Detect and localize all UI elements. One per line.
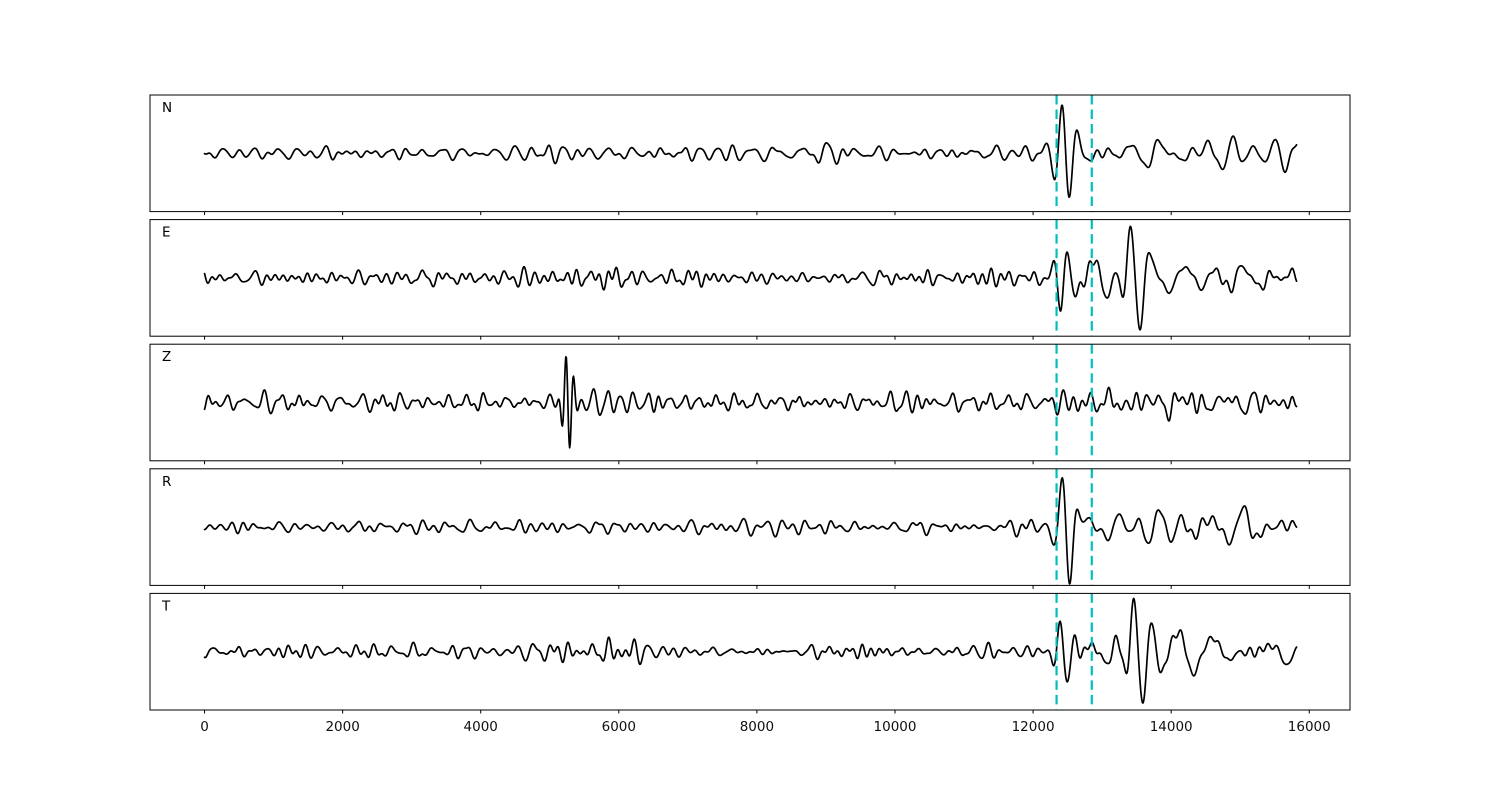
panel-Z: Z (149, 343, 1351, 465)
trace-R (203, 477, 1298, 585)
panel-E: E (149, 219, 1351, 340)
x-tick-label: 8000 (740, 719, 774, 735)
panel-label-T: T (161, 598, 171, 614)
panel-R: R (149, 468, 1351, 589)
trace-clip-group (203, 477, 1298, 585)
panel-border (149, 219, 1351, 337)
trace-E (203, 225, 1298, 331)
trace-clip-group (203, 104, 1298, 198)
panel-label-N: N (162, 100, 172, 116)
panel-label-Z: Z (162, 349, 171, 365)
panel-border (149, 94, 1351, 213)
panel-label-R: R (162, 474, 171, 490)
trace-clip-group (203, 225, 1298, 331)
trace-Z (203, 355, 1298, 449)
x-tick-label: 14000 (1150, 719, 1193, 735)
x-tick-label: 12000 (1012, 719, 1055, 735)
panel-N: N (149, 94, 1351, 216)
panel-border (149, 592, 1351, 711)
panel-border (149, 343, 1351, 462)
trace-clip-group (203, 597, 1298, 704)
panel-border (149, 468, 1351, 586)
panel-label-E: E (162, 225, 171, 241)
x-tick-label: 16000 (1288, 719, 1331, 735)
trace-clip-group (203, 355, 1298, 449)
x-tick-label: 2000 (325, 719, 359, 735)
x-tick-label: 6000 (602, 719, 636, 735)
x-tick-label: 0 (200, 719, 209, 735)
panel-T: T 0 2000 4000 6000 8000 10000 12000 14000 16000 (149, 592, 1351, 735)
trace-T (203, 597, 1298, 704)
x-tick-label: 10000 (874, 719, 917, 735)
trace-N (203, 104, 1298, 198)
x-tick-label: 4000 (464, 719, 498, 735)
